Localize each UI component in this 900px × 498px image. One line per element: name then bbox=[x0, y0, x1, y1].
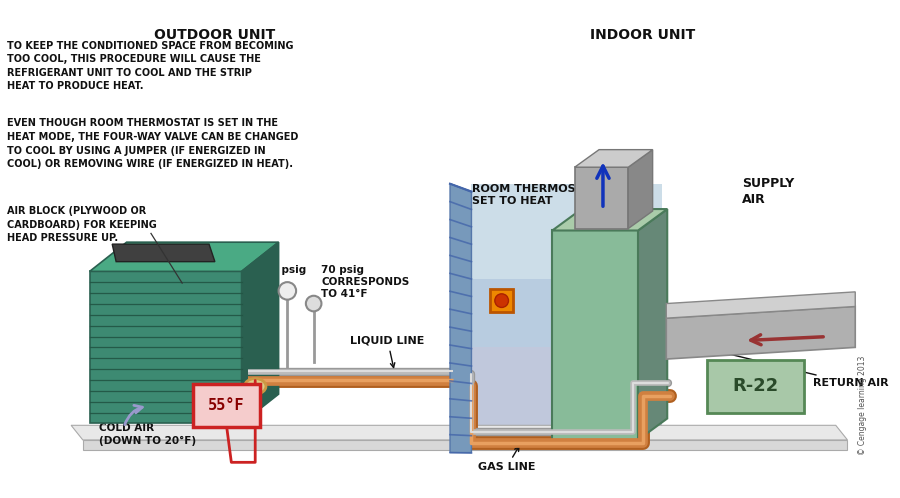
Polygon shape bbox=[638, 209, 667, 440]
Polygon shape bbox=[666, 292, 855, 318]
Polygon shape bbox=[490, 289, 513, 312]
Text: R-22: R-22 bbox=[733, 377, 778, 395]
Polygon shape bbox=[472, 348, 662, 450]
Text: 55°F: 55°F bbox=[208, 398, 245, 413]
Text: RETURN AIR: RETURN AIR bbox=[706, 347, 889, 388]
Polygon shape bbox=[450, 184, 472, 453]
Text: 70 psig
CORRESPONDS
TO 41°F: 70 psig CORRESPONDS TO 41°F bbox=[321, 264, 410, 299]
Text: 275 psig: 275 psig bbox=[256, 264, 306, 274]
Text: COLD AIR
(DOWN TO 20°F): COLD AIR (DOWN TO 20°F) bbox=[99, 423, 196, 446]
Text: OUTDOOR UNIT: OUTDOOR UNIT bbox=[154, 28, 274, 42]
Polygon shape bbox=[666, 306, 855, 359]
Polygon shape bbox=[472, 184, 662, 450]
Polygon shape bbox=[472, 184, 662, 279]
Text: ROOM THERMOSTAT
SET TO HEAT: ROOM THERMOSTAT SET TO HEAT bbox=[472, 184, 598, 206]
Ellipse shape bbox=[245, 378, 266, 394]
Text: AIR BLOCK (PLYWOOD OR
CARDBOARD) FOR KEEPING
HEAD PRESSURE UP.: AIR BLOCK (PLYWOOD OR CARDBOARD) FOR KEE… bbox=[7, 206, 157, 244]
Polygon shape bbox=[628, 149, 652, 229]
Polygon shape bbox=[575, 167, 628, 229]
Polygon shape bbox=[553, 209, 667, 231]
Circle shape bbox=[279, 282, 296, 300]
Polygon shape bbox=[241, 242, 279, 423]
Text: © Cengage learning 2013: © Cengage learning 2013 bbox=[858, 355, 867, 455]
Polygon shape bbox=[112, 244, 215, 261]
Text: GAS LINE: GAS LINE bbox=[478, 447, 536, 472]
FancyBboxPatch shape bbox=[707, 360, 804, 413]
Polygon shape bbox=[90, 242, 279, 271]
Text: INDOOR UNIT: INDOOR UNIT bbox=[590, 28, 696, 42]
Text: LIQUID LINE: LIQUID LINE bbox=[350, 336, 425, 368]
Circle shape bbox=[495, 294, 508, 307]
Polygon shape bbox=[90, 271, 241, 423]
Text: INSULATE: INSULATE bbox=[172, 383, 251, 394]
Circle shape bbox=[306, 296, 321, 311]
Polygon shape bbox=[553, 231, 638, 440]
Text: EVEN THOUGH ROOM THERMOSTAT IS SET IN THE
HEAT MODE, THE FOUR-WAY VALVE CAN BE C: EVEN THOUGH ROOM THERMOSTAT IS SET IN TH… bbox=[7, 119, 298, 169]
Text: TO KEEP THE CONDITIONED SPACE FROM BECOMING
TOO COOL, THIS PROCEDURE WILL CAUSE : TO KEEP THE CONDITIONED SPACE FROM BECOM… bbox=[7, 40, 293, 91]
Polygon shape bbox=[575, 149, 652, 167]
Text: 70°F: 70°F bbox=[803, 308, 831, 318]
Text: SUPPLY
AIR: SUPPLY AIR bbox=[742, 177, 795, 206]
Polygon shape bbox=[83, 440, 848, 450]
FancyBboxPatch shape bbox=[193, 384, 260, 427]
Polygon shape bbox=[71, 425, 848, 440]
